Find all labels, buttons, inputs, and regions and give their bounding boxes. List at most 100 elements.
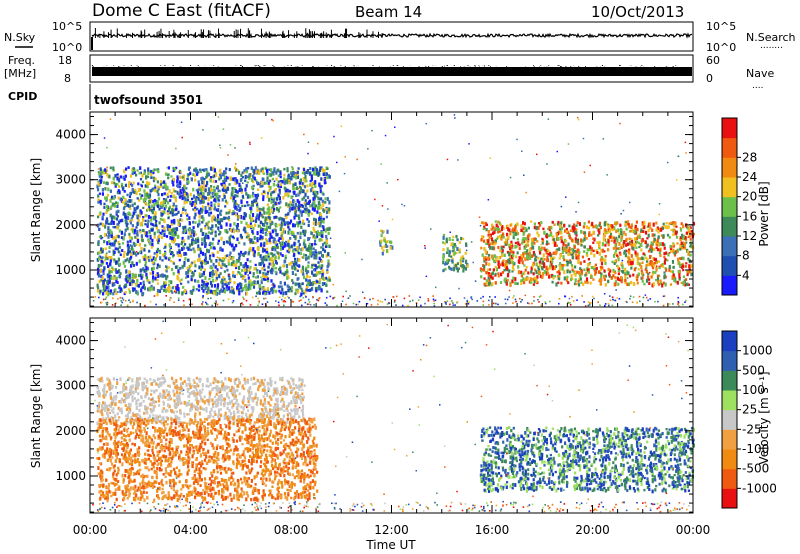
echo-cell bbox=[169, 249, 172, 253]
echo-cell bbox=[679, 236, 682, 239]
echo-cell bbox=[210, 259, 213, 263]
echo-cell bbox=[295, 261, 298, 266]
echo-cell bbox=[629, 241, 632, 246]
echo-cell bbox=[99, 235, 102, 238]
echo-cell bbox=[110, 205, 113, 209]
echo-cell bbox=[221, 282, 224, 285]
echo-cell bbox=[314, 184, 317, 188]
echo-speckle bbox=[527, 302, 529, 304]
echo-low-range bbox=[117, 298, 119, 300]
echo-cell bbox=[226, 201, 229, 205]
echo-cell bbox=[253, 267, 256, 271]
echo-cell bbox=[108, 234, 111, 237]
echo-cell bbox=[587, 220, 590, 224]
echo-speckle bbox=[333, 135, 335, 138]
echo-cell bbox=[116, 247, 119, 251]
echo-cell bbox=[286, 270, 289, 274]
echo-cell bbox=[262, 177, 265, 182]
echo-cell bbox=[136, 278, 139, 283]
echo-cell bbox=[162, 202, 165, 206]
echo-cell bbox=[487, 230, 490, 234]
echo-cell bbox=[107, 226, 110, 229]
echo-cell bbox=[217, 197, 220, 202]
echo-cell bbox=[309, 183, 312, 187]
echo-cell bbox=[183, 200, 186, 205]
echo-cell bbox=[323, 179, 327, 182]
echo-cell bbox=[317, 172, 320, 176]
echo-cell bbox=[173, 167, 177, 171]
echo-speckle bbox=[453, 114, 456, 116]
echo-cell bbox=[510, 240, 513, 245]
echo-cell bbox=[116, 201, 119, 206]
echo-cell bbox=[128, 219, 132, 223]
echo-low-range bbox=[649, 298, 652, 300]
echo-cell bbox=[96, 184, 99, 189]
echo-cell bbox=[204, 242, 207, 247]
echo-cell bbox=[232, 198, 235, 203]
echo-cell bbox=[207, 202, 210, 206]
echo-cell bbox=[202, 289, 205, 293]
echo-cell bbox=[563, 276, 566, 281]
echo-cell bbox=[209, 226, 213, 231]
echo-cell bbox=[250, 209, 253, 214]
echo-cell bbox=[247, 194, 250, 197]
echo-cell bbox=[603, 228, 606, 231]
echo-cell bbox=[494, 239, 497, 243]
echo-cell bbox=[106, 241, 109, 246]
echo-cell bbox=[165, 172, 168, 176]
echo-cell bbox=[304, 229, 307, 234]
echo-cell bbox=[113, 242, 116, 247]
echo-speckle bbox=[242, 303, 244, 306]
echo-cell bbox=[666, 259, 669, 262]
echo-cell bbox=[311, 270, 314, 275]
echo-cell bbox=[268, 262, 271, 266]
echo-cell bbox=[544, 248, 547, 252]
echo-cell bbox=[663, 252, 666, 256]
echo-cell bbox=[258, 225, 261, 228]
echo-cell bbox=[125, 275, 128, 279]
echo-cell bbox=[154, 186, 157, 191]
echo-cell bbox=[488, 262, 491, 267]
echo-cell bbox=[167, 173, 170, 176]
echo-cell bbox=[257, 188, 260, 192]
echo-cell bbox=[608, 229, 612, 233]
echo-cell bbox=[575, 250, 578, 254]
echo-cell bbox=[383, 245, 386, 248]
echo-cell bbox=[682, 256, 685, 261]
echo-cell bbox=[188, 228, 191, 232]
echo-cell bbox=[129, 244, 132, 247]
echo-cell bbox=[574, 249, 577, 253]
echo-cell bbox=[106, 173, 109, 177]
echo-cell bbox=[271, 246, 274, 250]
echo-cell bbox=[172, 169, 175, 173]
echo-speckle bbox=[658, 203, 661, 205]
echo-speckle bbox=[234, 200, 236, 202]
echo-cell bbox=[211, 266, 214, 270]
echo-cell bbox=[673, 275, 676, 279]
echo-cell bbox=[197, 244, 200, 249]
echo-cell bbox=[605, 241, 608, 244]
echo-cell bbox=[302, 229, 305, 234]
echo-cell bbox=[103, 278, 106, 282]
echo-cell bbox=[585, 225, 589, 229]
echo-cell bbox=[132, 211, 135, 215]
echo-cell bbox=[161, 284, 164, 288]
echo-cell bbox=[320, 238, 324, 242]
echo-cell bbox=[104, 253, 108, 257]
echo-cell bbox=[242, 215, 245, 220]
echo-cell bbox=[493, 227, 496, 231]
echo-cell bbox=[297, 277, 300, 280]
echo-cell bbox=[102, 292, 105, 296]
echo-cell bbox=[571, 277, 574, 281]
echo-cell bbox=[523, 251, 526, 254]
echo-cell bbox=[673, 278, 676, 283]
echo-cell bbox=[97, 269, 100, 272]
echo-cell bbox=[506, 278, 509, 282]
echo-cell bbox=[264, 219, 267, 224]
echo-cell bbox=[254, 263, 257, 267]
echo-speckle bbox=[683, 246, 685, 249]
echo-cell bbox=[533, 253, 536, 256]
echo-cell bbox=[552, 240, 555, 244]
echo-cell bbox=[320, 218, 323, 223]
echo-cell bbox=[318, 182, 321, 187]
